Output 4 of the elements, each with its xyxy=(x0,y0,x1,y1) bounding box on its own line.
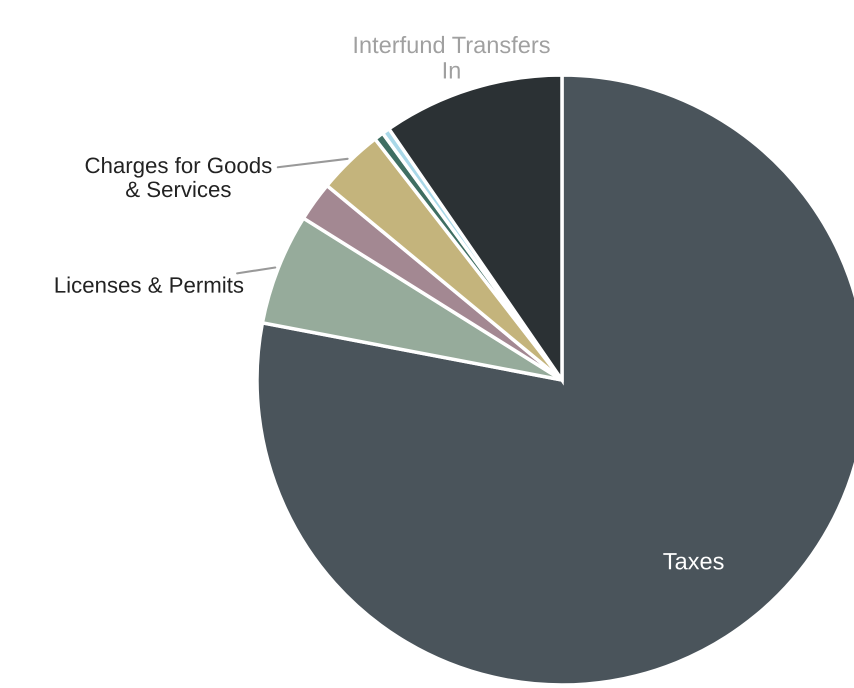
slice-label: Interfund Transfers In xyxy=(354,36,550,78)
slice-label: Taxes xyxy=(663,553,724,570)
slice-label: Licenses & Permits xyxy=(56,276,244,293)
slice-label: Charges for Goods & Services xyxy=(86,156,272,198)
